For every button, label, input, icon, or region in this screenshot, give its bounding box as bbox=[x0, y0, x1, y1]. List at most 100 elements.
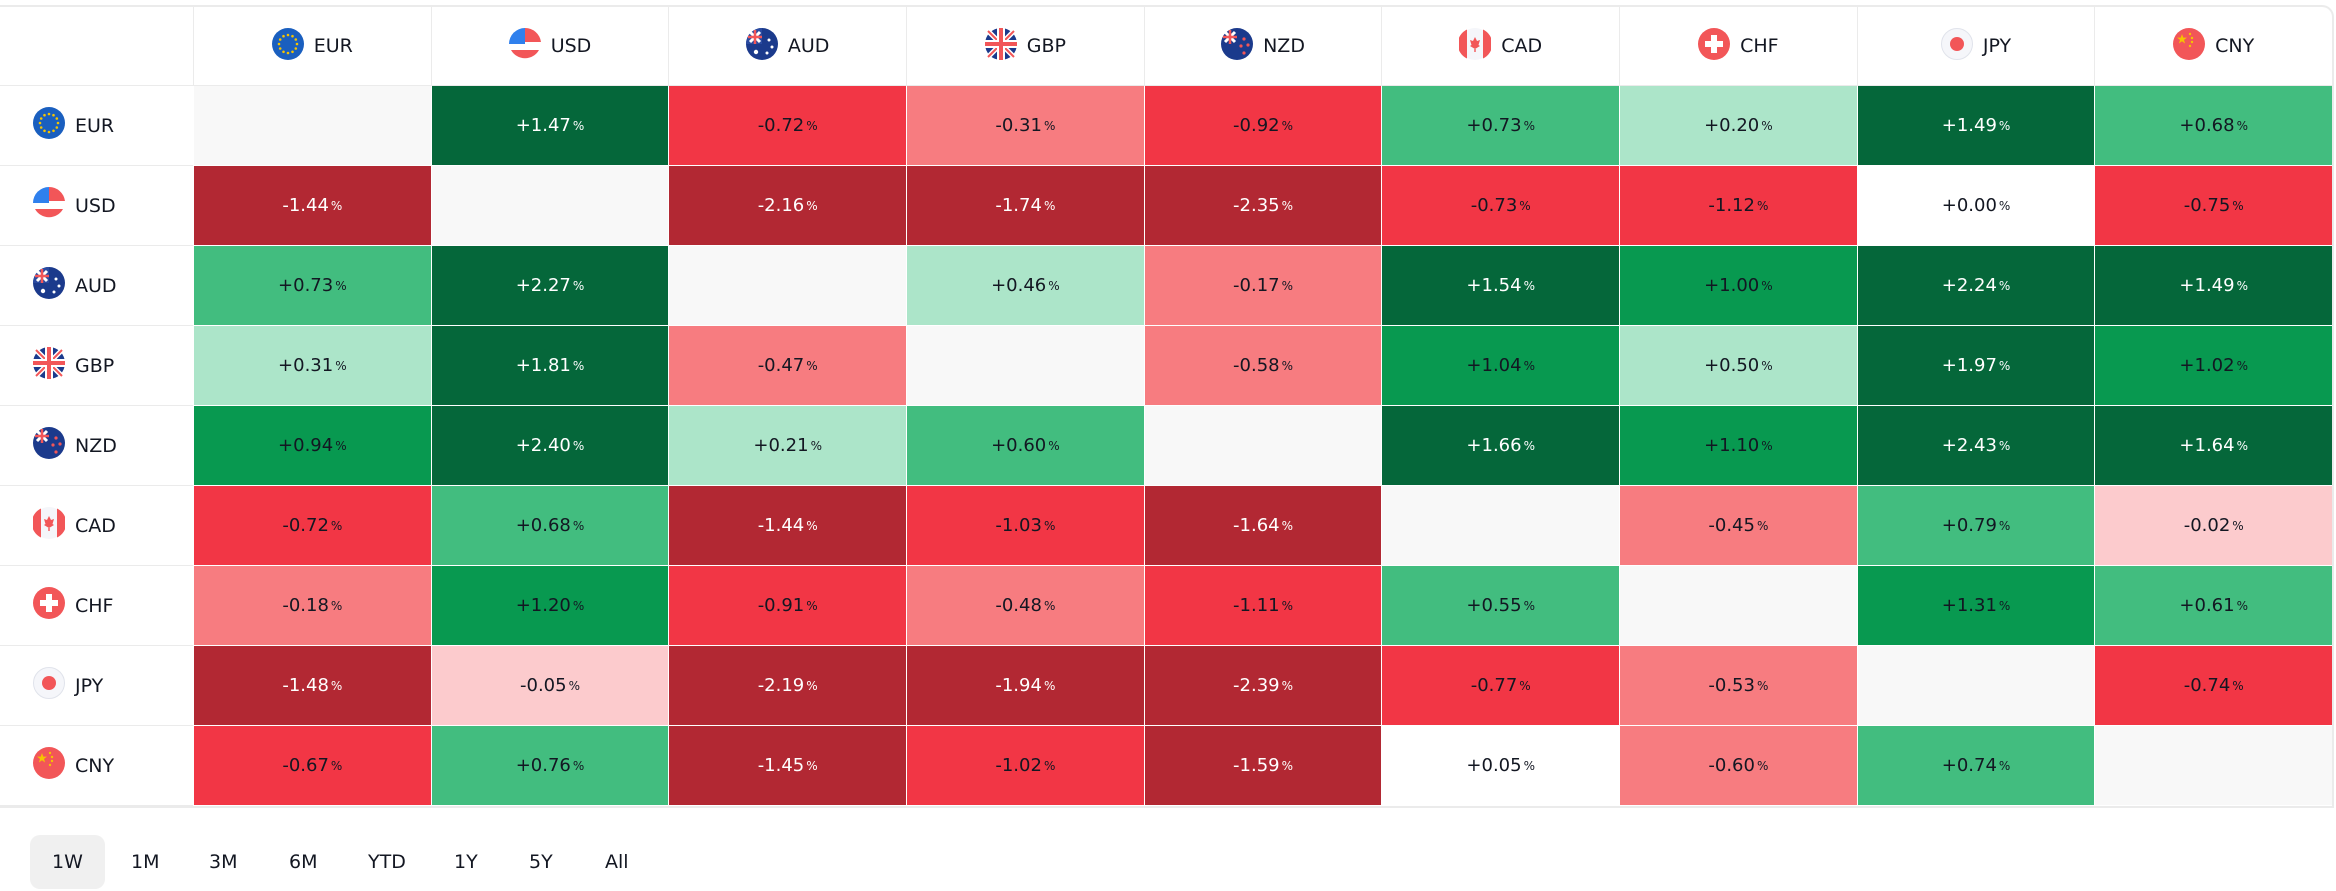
rate-cell-jpy-cny[interactable]: -0.74% bbox=[2094, 646, 2332, 726]
rate-cell-usd-chf[interactable]: -1.12% bbox=[1619, 166, 1857, 246]
rate-cell-cny-eur[interactable]: -0.67% bbox=[193, 726, 431, 806]
column-header-aud[interactable]: AUD bbox=[668, 7, 907, 86]
rate-cell-nzd-jpy[interactable]: +2.43% bbox=[1856, 406, 2095, 486]
period-button-ytd[interactable]: YTD bbox=[368, 851, 406, 873]
rate-cell-nzd-aud[interactable]: +0.21% bbox=[668, 406, 907, 486]
rate-cell-gbp-aud[interactable]: -0.47% bbox=[668, 326, 907, 406]
rate-cell-usd-cad[interactable]: -0.73% bbox=[1381, 166, 1620, 246]
rate-cell-jpy-cad[interactable]: -0.77% bbox=[1381, 646, 1620, 726]
rate-cell-usd-aud[interactable]: -2.16% bbox=[668, 166, 907, 246]
rate-cell-cad-chf[interactable]: -0.45% bbox=[1619, 486, 1857, 566]
rate-cell-nzd-usd[interactable]: +2.40% bbox=[430, 406, 669, 486]
period-button-1w[interactable]: 1W bbox=[30, 835, 105, 889]
rate-cell-cny-cad[interactable]: +0.05% bbox=[1381, 726, 1620, 806]
rate-cell-jpy-gbp[interactable]: -1.94% bbox=[906, 646, 1144, 726]
column-header-chf[interactable]: CHF bbox=[1619, 7, 1857, 86]
rate-cell-cny-aud[interactable]: -1.45% bbox=[668, 726, 907, 806]
column-header-gbp[interactable]: GBP bbox=[906, 7, 1144, 86]
rate-cell-nzd-eur[interactable]: +0.94% bbox=[193, 406, 431, 486]
period-button-1m[interactable]: 1M bbox=[131, 851, 160, 873]
rate-cell-eur-usd[interactable]: +1.47% bbox=[430, 86, 669, 166]
rate-cell-usd-eur[interactable]: -1.44% bbox=[193, 166, 431, 246]
period-button-6m[interactable]: 6M bbox=[289, 851, 318, 873]
rate-cell-cny-nzd[interactable]: -1.59% bbox=[1143, 726, 1382, 806]
rate-cell-chf-cny[interactable]: +0.61% bbox=[2094, 566, 2332, 646]
rate-cell-nzd-gbp[interactable]: +0.60% bbox=[906, 406, 1144, 486]
rate-cell-gbp-nzd[interactable]: -0.58% bbox=[1143, 326, 1382, 406]
rate-cell-gbp-cny[interactable]: +1.02% bbox=[2094, 326, 2332, 406]
rate-cell-usd-gbp[interactable]: -1.74% bbox=[906, 166, 1144, 246]
row-header-nzd[interactable]: NZD bbox=[0, 406, 193, 486]
rate-cell-cad-eur[interactable]: -0.72% bbox=[193, 486, 431, 566]
column-header-jpy[interactable]: JPY bbox=[1856, 7, 2095, 86]
rate-cell-cny-jpy[interactable]: +0.74% bbox=[1856, 726, 2095, 806]
rate-cell-cad-cny[interactable]: -0.02% bbox=[2094, 486, 2332, 566]
row-header-aud[interactable]: AUD bbox=[0, 246, 193, 326]
rate-cell-aud-eur[interactable]: +0.73% bbox=[193, 246, 431, 326]
column-header-usd[interactable]: USD bbox=[430, 7, 669, 86]
rate-cell-nzd-cny[interactable]: +1.64% bbox=[2094, 406, 2332, 486]
rate-cell-cny-gbp[interactable]: -1.02% bbox=[906, 726, 1144, 806]
rate-cell-chf-eur[interactable]: -0.18% bbox=[193, 566, 431, 646]
rate-cell-cad-aud[interactable]: -1.44% bbox=[668, 486, 907, 566]
rate-cell-usd-cny[interactable]: -0.75% bbox=[2094, 166, 2332, 246]
rate-cell-usd-nzd[interactable]: -2.35% bbox=[1143, 166, 1382, 246]
period-button-3m[interactable]: 3M bbox=[209, 851, 238, 873]
rate-cell-jpy-chf[interactable]: -0.53% bbox=[1619, 646, 1857, 726]
rate-cell-aud-cad[interactable]: +1.54% bbox=[1381, 246, 1620, 326]
rate-cell-chf-aud[interactable]: -0.91% bbox=[668, 566, 907, 646]
rate-cell-aud-usd[interactable]: +2.27% bbox=[430, 246, 669, 326]
row-header-usd[interactable]: USD bbox=[0, 166, 193, 246]
period-button-1y[interactable]: 1Y bbox=[454, 851, 478, 873]
rate-cell-aud-nzd[interactable]: -0.17% bbox=[1143, 246, 1382, 326]
rate-cell-chf-cad[interactable]: +0.55% bbox=[1381, 566, 1620, 646]
row-header-cad[interactable]: CAD bbox=[0, 486, 193, 566]
rate-cell-eur-cad[interactable]: +0.73% bbox=[1381, 86, 1620, 166]
rate-cell-aud-gbp[interactable]: +0.46% bbox=[906, 246, 1144, 326]
rate-cell-chf-gbp[interactable]: -0.48% bbox=[906, 566, 1144, 646]
rate-cell-chf-nzd[interactable]: -1.11% bbox=[1143, 566, 1382, 646]
rate-cell-gbp-jpy[interactable]: +1.97% bbox=[1856, 326, 2095, 406]
rate-cell-cny-usd[interactable]: +0.76% bbox=[430, 726, 669, 806]
rate-cell-chf-jpy[interactable]: +1.31% bbox=[1856, 566, 2095, 646]
rate-cell-chf-usd[interactable]: +1.20% bbox=[430, 566, 669, 646]
rate-cell-gbp-cad[interactable]: +1.04% bbox=[1381, 326, 1620, 406]
rate-value: -1.02 bbox=[995, 755, 1042, 776]
row-header-jpy[interactable]: JPY bbox=[0, 646, 193, 726]
period-button-all[interactable]: All bbox=[605, 851, 629, 873]
rate-cell-eur-jpy[interactable]: +1.49% bbox=[1856, 86, 2095, 166]
rate-cell-nzd-chf[interactable]: +1.10% bbox=[1619, 406, 1857, 486]
rate-cell-cad-usd[interactable]: +0.68% bbox=[430, 486, 669, 566]
column-header-cad[interactable]: CAD bbox=[1381, 7, 1620, 86]
rate-cell-aud-chf[interactable]: +1.00% bbox=[1619, 246, 1857, 326]
row-header-gbp[interactable]: GBP bbox=[0, 326, 193, 406]
rate-cell-eur-gbp[interactable]: -0.31% bbox=[906, 86, 1144, 166]
rate-cell-eur-cny[interactable]: +0.68% bbox=[2094, 86, 2332, 166]
row-header-cny[interactable]: CNY bbox=[0, 726, 193, 806]
rate-cell-gbp-usd[interactable]: +1.81% bbox=[430, 326, 669, 406]
rate-cell-gbp-chf[interactable]: +0.50% bbox=[1619, 326, 1857, 406]
rate-cell-aud-jpy[interactable]: +2.24% bbox=[1856, 246, 2095, 326]
rate-cell-usd-jpy[interactable]: +0.00% bbox=[1856, 166, 2095, 246]
column-header-nzd[interactable]: NZD bbox=[1143, 7, 1382, 86]
row-header-eur[interactable]: EUR bbox=[0, 86, 193, 166]
rate-cell-cad-nzd[interactable]: -1.64% bbox=[1143, 486, 1382, 566]
rate-cell-aud-cny[interactable]: +1.49% bbox=[2094, 246, 2332, 326]
rate-cell-cad-gbp[interactable]: -1.03% bbox=[906, 486, 1144, 566]
rate-cell-eur-chf[interactable]: +0.20% bbox=[1619, 86, 1857, 166]
rate-cell-eur-aud[interactable]: -0.72% bbox=[668, 86, 907, 166]
row-header-chf[interactable]: CHF bbox=[0, 566, 193, 646]
column-header-cny[interactable]: CNY bbox=[2094, 7, 2332, 86]
rate-cell-jpy-aud[interactable]: -2.19% bbox=[668, 646, 907, 726]
rate-cell-cad-jpy[interactable]: +0.79% bbox=[1856, 486, 2095, 566]
rate-cell-jpy-usd[interactable]: -0.05% bbox=[430, 646, 669, 726]
rate-cell-nzd-cad[interactable]: +1.66% bbox=[1381, 406, 1620, 486]
period-button-1d[interactable]: 1D bbox=[0, 836, 21, 890]
rate-cell-jpy-eur[interactable]: -1.48% bbox=[193, 646, 431, 726]
rate-cell-eur-nzd[interactable]: -0.92% bbox=[1143, 86, 1382, 166]
rate-cell-cny-chf[interactable]: -0.60% bbox=[1619, 726, 1857, 806]
rate-cell-jpy-nzd[interactable]: -2.39% bbox=[1143, 646, 1382, 726]
column-header-eur[interactable]: EUR bbox=[193, 7, 431, 86]
rate-cell-gbp-eur[interactable]: +0.31% bbox=[193, 326, 431, 406]
period-button-5y[interactable]: 5Y bbox=[529, 851, 553, 873]
